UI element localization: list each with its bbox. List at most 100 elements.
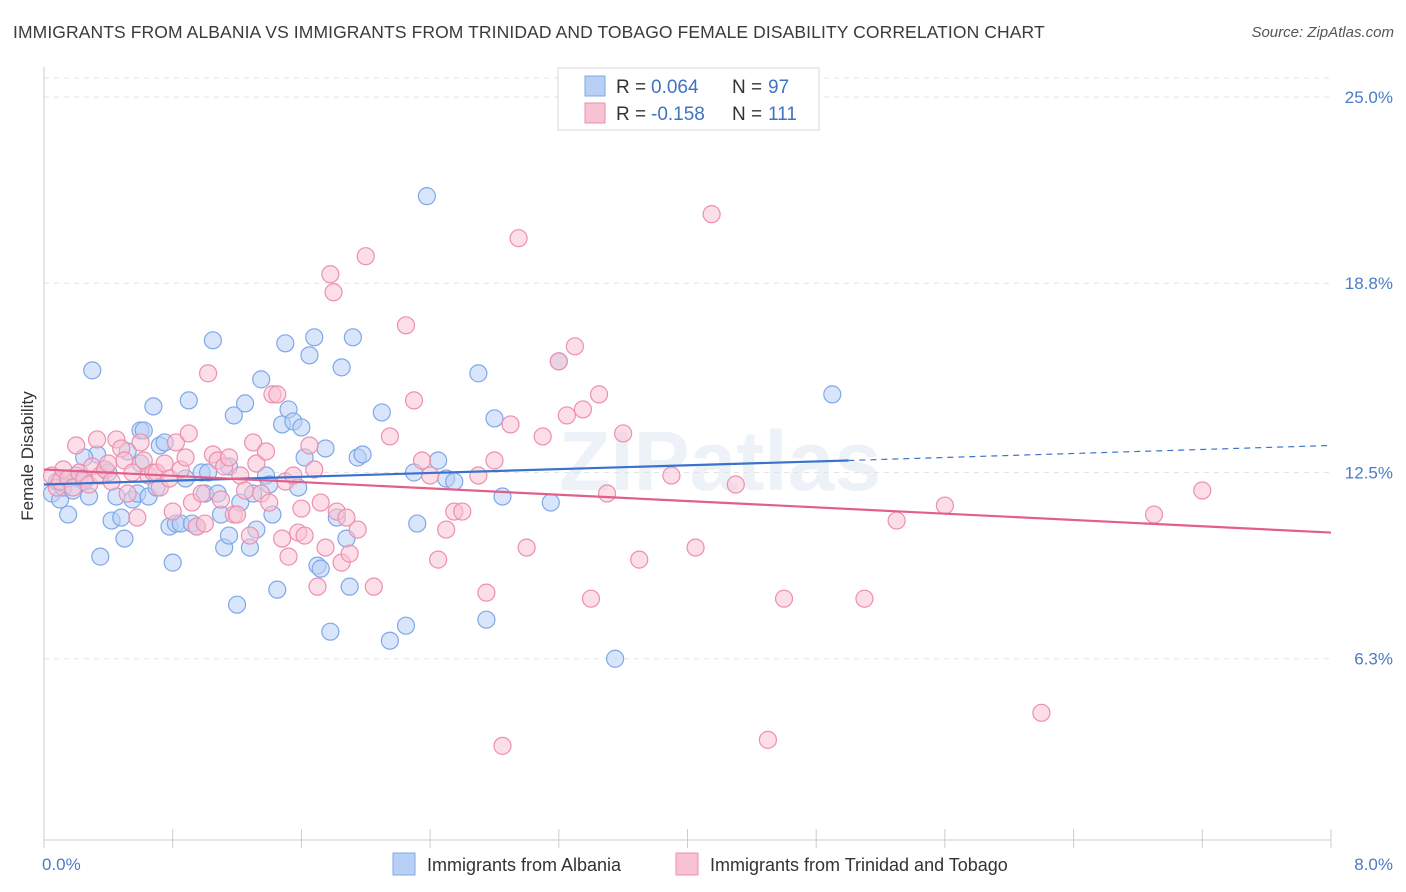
data-point	[404, 391, 424, 410]
data-point	[321, 622, 340, 641]
data-point	[279, 547, 298, 566]
data-point	[758, 730, 778, 749]
data-point	[549, 352, 568, 371]
data-point	[332, 358, 351, 377]
y-tick-label: 18.8%	[1345, 274, 1393, 293]
data-point	[1144, 505, 1164, 524]
data-point	[316, 538, 335, 557]
data-point	[59, 505, 78, 524]
data-point	[305, 328, 324, 347]
data-point	[597, 484, 617, 503]
data-point	[311, 493, 330, 512]
data-point	[493, 736, 512, 755]
data-point	[131, 433, 150, 452]
data-point	[1193, 481, 1212, 500]
data-point	[343, 328, 362, 347]
data-point	[276, 334, 295, 353]
data-point	[91, 547, 110, 566]
data-point	[565, 337, 584, 356]
data-point	[340, 577, 359, 596]
data-point	[305, 460, 324, 479]
x-tick-label: 0.0%	[42, 855, 81, 874]
legend-swatch	[584, 75, 606, 97]
legend-r-value: -0.158	[651, 104, 705, 125]
data-point	[662, 466, 681, 485]
data-point	[198, 364, 218, 383]
data-point	[823, 385, 842, 404]
data-point	[112, 508, 131, 527]
data-point	[128, 508, 147, 527]
data-point	[292, 499, 311, 518]
legend-n-label: N =	[732, 104, 762, 125]
data-point	[485, 451, 504, 470]
data-point	[774, 589, 794, 608]
data-point	[396, 616, 416, 635]
data-point	[509, 229, 528, 248]
data-point	[726, 475, 745, 494]
data-point	[412, 451, 432, 470]
data-point	[469, 364, 488, 383]
data-point	[235, 481, 255, 500]
data-point	[308, 577, 327, 596]
data-point	[224, 406, 243, 425]
data-point	[219, 448, 239, 467]
data-point	[195, 514, 214, 533]
data-point	[501, 415, 520, 434]
y-tick-label: 25.0%	[1345, 88, 1393, 107]
y-tick-label: 6.3%	[1354, 650, 1393, 669]
legend-r-label: R =	[616, 77, 646, 98]
bottom-legend-label: Immigrants from Trinidad and Tobago	[710, 855, 1008, 875]
data-point	[686, 538, 705, 557]
data-point	[247, 454, 266, 473]
data-point	[437, 520, 456, 539]
legend-n-value: 97	[768, 77, 789, 98]
data-point	[421, 466, 440, 485]
data-point	[614, 424, 633, 443]
data-point	[268, 580, 287, 599]
data-point	[477, 583, 496, 602]
legend-n-value: 111	[768, 104, 797, 125]
data-point	[517, 538, 536, 557]
data-point	[396, 316, 416, 335]
y-tick-label: 12.5%	[1345, 464, 1393, 483]
trend-line	[43, 468, 1332, 534]
trend-line-extension	[848, 444, 1332, 462]
data-point	[99, 454, 118, 473]
data-point	[429, 550, 448, 569]
data-point	[176, 448, 195, 467]
data-point	[83, 361, 102, 380]
chart-source: Source: ZipAtlas.com	[1251, 24, 1394, 41]
data-point	[372, 403, 391, 422]
data-point	[272, 529, 292, 548]
data-point	[324, 283, 343, 302]
data-point	[235, 394, 255, 413]
data-point	[581, 589, 601, 608]
data-point	[935, 496, 955, 515]
data-point	[337, 508, 356, 527]
data-point	[244, 433, 263, 452]
data-point	[340, 544, 359, 563]
data-point	[477, 610, 496, 629]
data-point	[348, 520, 367, 539]
data-point	[163, 553, 182, 572]
legend-r-value: 0.064	[651, 77, 699, 98]
x-tick-label: 8.0%	[1354, 855, 1393, 874]
data-point	[227, 505, 247, 524]
data-point	[573, 400, 593, 419]
data-point	[155, 454, 174, 473]
chart-title: IMMIGRANTS FROM ALBANIA VS IMMIGRANTS FR…	[13, 22, 1045, 42]
data-point	[300, 436, 319, 455]
data-point	[240, 526, 260, 545]
grid-lines	[44, 77, 1331, 660]
data-point	[855, 589, 874, 608]
legend-n-label: N =	[732, 77, 762, 98]
data-point	[231, 466, 250, 485]
data-point	[445, 472, 464, 491]
data-point	[630, 550, 649, 569]
series-trinidad-points	[42, 205, 1212, 755]
data-point	[887, 511, 906, 530]
legend-bottom: Immigrants from Albania Immigrants from T…	[392, 852, 1008, 876]
data-point	[311, 559, 330, 578]
data-point	[408, 514, 427, 533]
